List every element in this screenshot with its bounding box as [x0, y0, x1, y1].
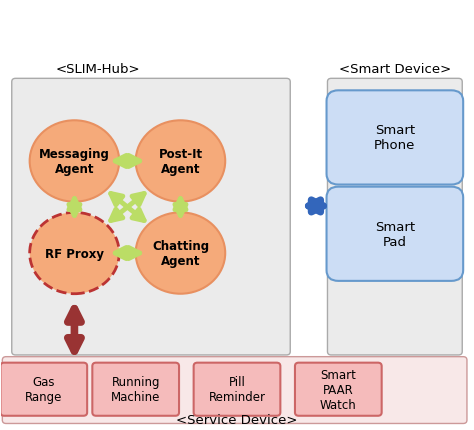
Text: Chatting
Agent: Chatting Agent: [152, 240, 209, 267]
Text: Smart
Pad: Smart Pad: [375, 220, 415, 248]
Text: Smart
PAAR
Watch: Smart PAAR Watch: [320, 368, 357, 411]
FancyBboxPatch shape: [327, 187, 463, 281]
Text: <Service Device>: <Service Device>: [176, 414, 298, 427]
FancyBboxPatch shape: [0, 363, 87, 416]
Circle shape: [136, 121, 225, 202]
Text: Gas
Range: Gas Range: [25, 375, 63, 403]
FancyBboxPatch shape: [328, 79, 462, 355]
Circle shape: [30, 213, 119, 294]
FancyBboxPatch shape: [92, 363, 179, 416]
Text: <Smart Device>: <Smart Device>: [339, 63, 451, 76]
Text: <SLIM-Hub>: <SLIM-Hub>: [55, 63, 140, 76]
Text: Post-It
Agent: Post-It Agent: [158, 147, 202, 175]
FancyBboxPatch shape: [2, 357, 467, 424]
Text: Running
Machine: Running Machine: [111, 375, 160, 403]
FancyBboxPatch shape: [194, 363, 280, 416]
FancyBboxPatch shape: [327, 91, 463, 185]
Circle shape: [30, 121, 119, 202]
FancyBboxPatch shape: [295, 363, 382, 416]
FancyBboxPatch shape: [12, 79, 290, 355]
Text: Smart
Phone: Smart Phone: [374, 124, 416, 152]
Text: Pill
Reminder: Pill Reminder: [209, 375, 265, 403]
Circle shape: [136, 213, 225, 294]
Text: Messaging
Agent: Messaging Agent: [39, 147, 110, 175]
Text: RF Proxy: RF Proxy: [45, 247, 104, 260]
